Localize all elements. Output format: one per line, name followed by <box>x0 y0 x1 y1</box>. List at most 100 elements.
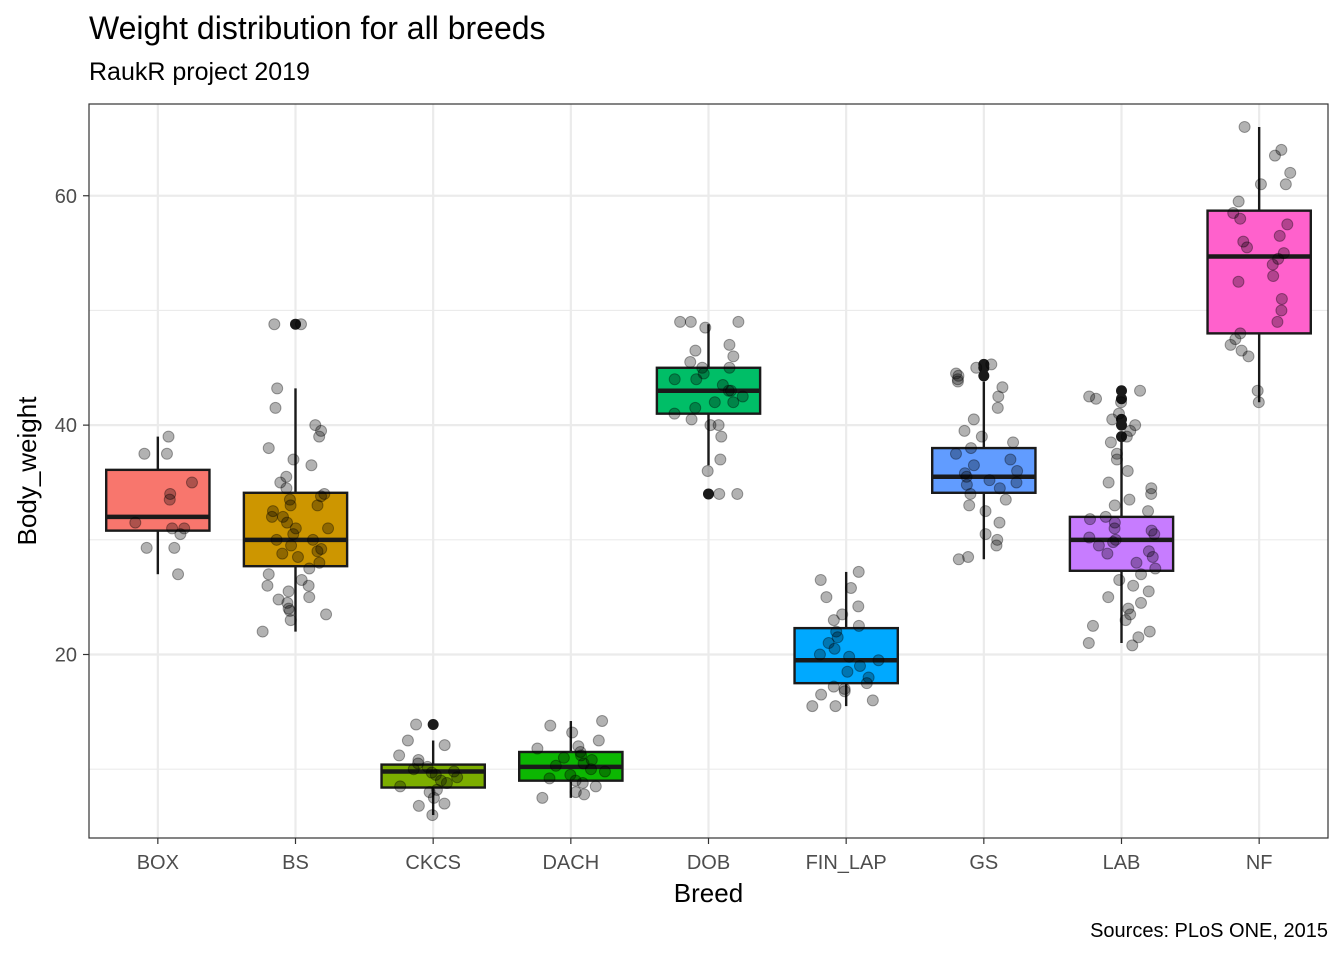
jitter-point <box>1267 270 1280 283</box>
jitter-point <box>303 562 316 575</box>
y-tick-label: 60 <box>55 186 77 208</box>
jitter-point <box>1145 482 1158 495</box>
jitter-point <box>1145 524 1158 537</box>
jitter-point <box>262 442 275 455</box>
jitter-point <box>1284 166 1297 179</box>
jitter-point <box>166 522 179 535</box>
jitter-point <box>1115 396 1128 409</box>
jitter-point <box>140 541 153 554</box>
jitter-point <box>393 749 406 762</box>
jitter-point <box>714 453 727 466</box>
jitter-point <box>860 677 873 690</box>
jitter-point <box>1007 436 1020 449</box>
jitter-point <box>827 614 840 627</box>
jitter-point <box>822 637 835 650</box>
jitter-point <box>964 442 977 455</box>
jitter-point <box>1281 218 1294 231</box>
jitter-point <box>284 499 297 512</box>
jitter-point <box>401 734 414 747</box>
jitter-point <box>574 745 587 758</box>
jitter-point <box>1130 556 1143 569</box>
jitter-point <box>727 396 740 409</box>
jitter-point <box>813 648 826 661</box>
jitter-point <box>1083 531 1096 544</box>
jitter-point <box>963 499 976 512</box>
jitter-point <box>1134 384 1147 397</box>
jitter-point <box>1234 327 1247 340</box>
jitter-point <box>318 487 331 500</box>
jitter-point <box>272 593 285 606</box>
jitter-point <box>1086 619 1099 632</box>
jitter-point <box>1145 487 1158 500</box>
jitter-point <box>306 533 319 546</box>
jitter-point <box>163 493 176 506</box>
jitter-point <box>952 553 965 566</box>
jitter-point <box>598 765 611 778</box>
y-tick-label: 20 <box>55 645 77 667</box>
jitter-point <box>270 533 283 546</box>
jitter-point <box>287 528 300 541</box>
jitter-point <box>958 424 971 437</box>
jitter-point <box>1092 539 1105 552</box>
outlier-point <box>703 488 714 500</box>
jitter-point <box>960 478 973 491</box>
jitter-point <box>584 763 597 776</box>
jitter-point <box>287 453 300 466</box>
jitter-point <box>440 776 453 789</box>
jitter-point <box>1273 229 1286 242</box>
jitter-point <box>577 757 590 770</box>
jitter-point <box>1142 585 1155 598</box>
jitter-point <box>410 718 423 731</box>
jitter-point <box>1227 206 1240 219</box>
jitter-point <box>1146 551 1159 564</box>
jitter-point <box>696 361 709 374</box>
jitter-point <box>256 625 269 638</box>
jitter-point <box>283 604 296 617</box>
jitter-point <box>282 585 295 598</box>
jitter-point <box>1229 333 1242 346</box>
x-tick-label: DOB <box>687 852 730 874</box>
jitter-point <box>951 373 964 386</box>
jitter-point <box>699 321 712 334</box>
jitter-point <box>536 791 549 804</box>
jitter-point <box>1083 390 1096 403</box>
jitter-point <box>970 361 983 374</box>
jitter-point <box>313 430 326 443</box>
jitter-point <box>684 315 697 328</box>
jitter-point <box>291 551 304 564</box>
jitter-point <box>993 516 1006 529</box>
jitter-point <box>960 470 973 483</box>
x-tick-label: NF <box>1246 852 1273 874</box>
jitter-point <box>569 786 582 799</box>
jitter-point <box>174 528 187 541</box>
jitter-point <box>967 413 980 426</box>
jitter-point <box>836 608 849 621</box>
jitter-point <box>1084 513 1097 526</box>
jitter-point <box>302 579 315 592</box>
jitter-point <box>164 487 177 500</box>
outlier-point <box>1116 385 1127 397</box>
jitter-point <box>838 685 851 698</box>
jitter-point <box>303 591 316 604</box>
jitter-point <box>806 700 819 713</box>
jitter-point <box>1102 476 1115 489</box>
jitter-point <box>967 459 980 472</box>
jitter-point <box>1123 493 1136 506</box>
jitter-point <box>426 809 439 822</box>
jitter-point <box>274 476 287 489</box>
outlier-point <box>1116 393 1127 405</box>
jitter-point <box>1108 522 1121 535</box>
jitter-point <box>543 772 556 785</box>
jitter-point <box>569 774 582 787</box>
jitter-point <box>438 739 451 752</box>
jitter-point <box>1135 568 1148 581</box>
jitter-point <box>838 682 851 695</box>
jitter-point <box>1112 407 1125 420</box>
jitter-point <box>1132 631 1145 644</box>
axes: 20 40 60 BOX BS CKCS DACH DOB FIN_LAP GS LAB NF <box>55 186 1273 874</box>
jitter-point <box>557 751 570 764</box>
jitter-point <box>712 419 725 432</box>
jitter-point <box>262 568 275 581</box>
jitter-point <box>689 344 702 357</box>
jitter-point <box>1224 338 1237 351</box>
